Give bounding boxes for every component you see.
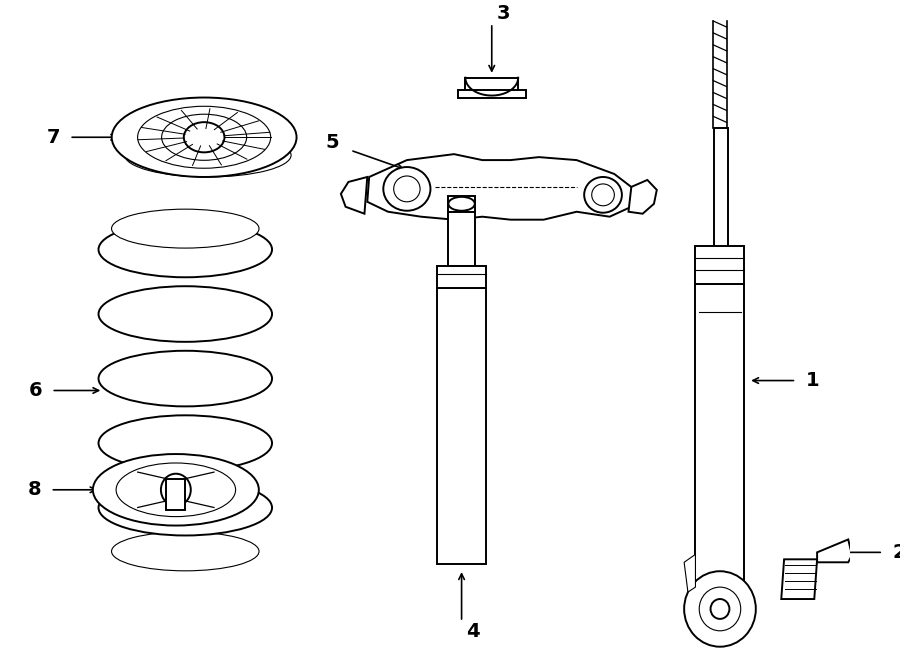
Bar xyxy=(166,479,185,510)
Ellipse shape xyxy=(116,463,236,517)
Text: 8: 8 xyxy=(27,481,41,499)
Polygon shape xyxy=(367,154,635,219)
Bar xyxy=(448,196,475,212)
Text: 3: 3 xyxy=(497,3,510,22)
Ellipse shape xyxy=(383,167,430,211)
Ellipse shape xyxy=(112,98,297,177)
Bar xyxy=(437,288,486,564)
Ellipse shape xyxy=(138,106,271,169)
Text: 2: 2 xyxy=(893,543,900,562)
Ellipse shape xyxy=(161,474,191,506)
Text: 5: 5 xyxy=(326,133,339,152)
Ellipse shape xyxy=(112,532,259,571)
Ellipse shape xyxy=(393,176,420,202)
Ellipse shape xyxy=(93,454,259,525)
Ellipse shape xyxy=(98,221,272,277)
Ellipse shape xyxy=(162,114,247,161)
Ellipse shape xyxy=(98,415,272,471)
Ellipse shape xyxy=(448,197,475,211)
Polygon shape xyxy=(684,555,696,592)
Ellipse shape xyxy=(98,286,272,342)
Ellipse shape xyxy=(98,351,272,407)
Ellipse shape xyxy=(584,177,622,213)
Ellipse shape xyxy=(710,599,729,619)
Bar xyxy=(437,266,486,288)
Polygon shape xyxy=(817,539,852,563)
Ellipse shape xyxy=(684,571,756,646)
Polygon shape xyxy=(781,559,817,599)
Polygon shape xyxy=(628,180,657,214)
Bar xyxy=(715,128,727,256)
Polygon shape xyxy=(341,177,367,214)
Bar xyxy=(458,90,526,98)
Bar xyxy=(448,212,475,266)
Bar xyxy=(696,284,744,592)
Polygon shape xyxy=(465,78,518,96)
Bar xyxy=(696,247,744,284)
Text: 4: 4 xyxy=(466,622,480,641)
Ellipse shape xyxy=(184,122,224,152)
Text: 6: 6 xyxy=(28,381,42,400)
Text: 1: 1 xyxy=(806,371,819,390)
Ellipse shape xyxy=(591,184,615,206)
Text: 7: 7 xyxy=(47,128,60,147)
Bar xyxy=(465,78,518,94)
Ellipse shape xyxy=(98,480,272,535)
Ellipse shape xyxy=(112,209,259,248)
Ellipse shape xyxy=(699,587,741,631)
